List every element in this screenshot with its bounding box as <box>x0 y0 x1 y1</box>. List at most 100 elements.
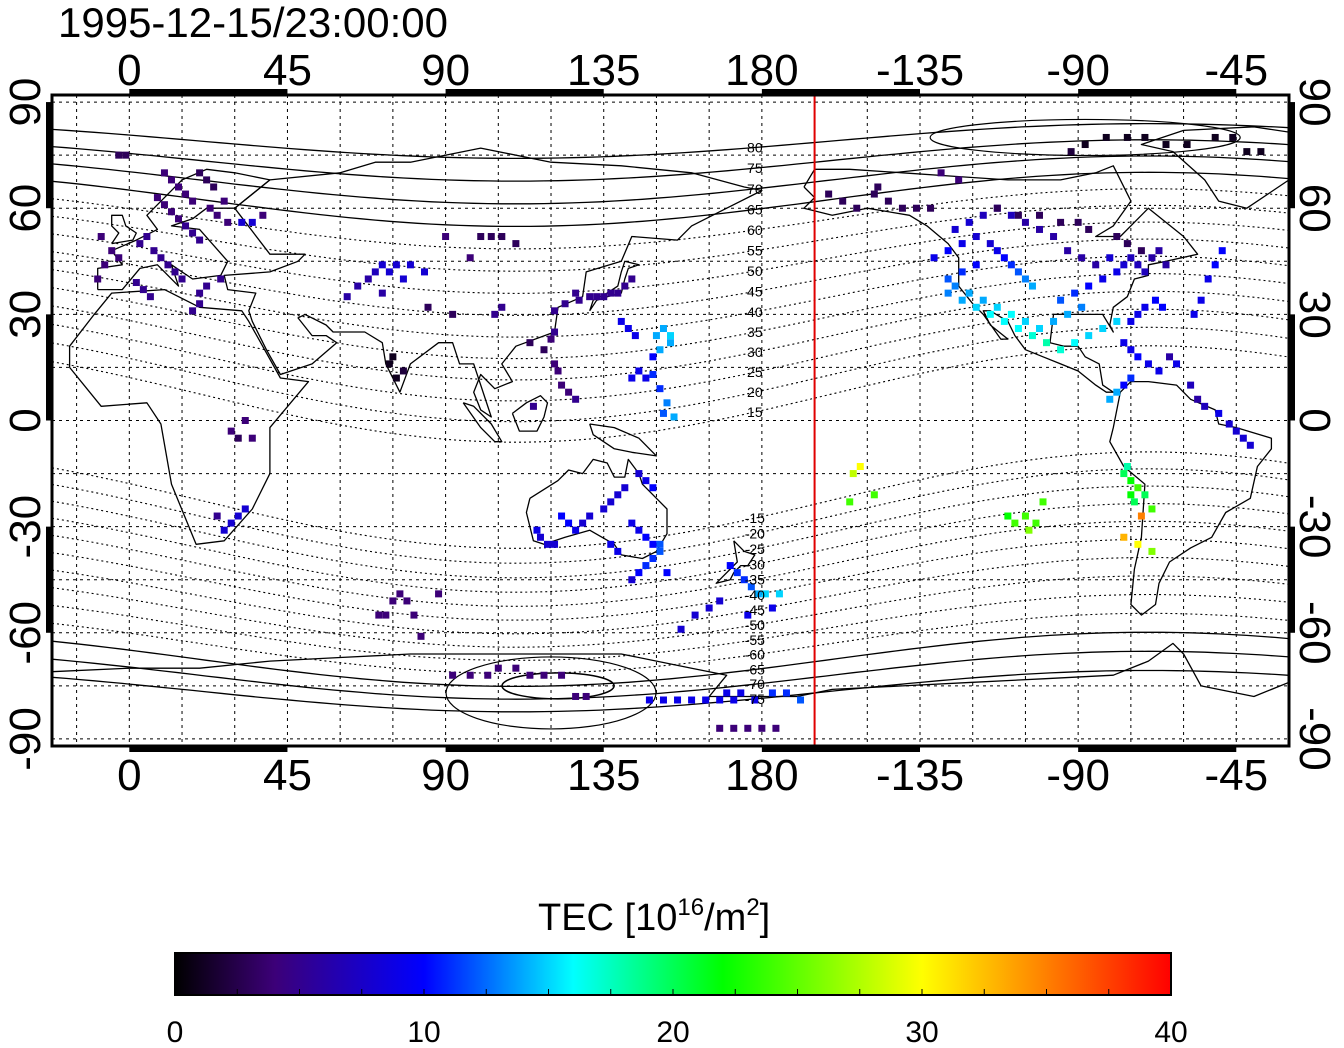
magnetic-latitude-label: 25 <box>747 364 763 380</box>
tec-point <box>1243 148 1251 156</box>
tec-point <box>1144 360 1152 368</box>
tec-point <box>614 491 622 499</box>
magnetic-latitude-label: -60 <box>745 647 765 663</box>
tec-point <box>213 211 221 219</box>
tec-point <box>1127 254 1135 262</box>
magnetic-latitude-label: 55 <box>747 243 763 259</box>
magnetic-latitude-label: 30 <box>747 344 763 360</box>
tec-point <box>744 724 752 732</box>
tec-point <box>768 689 776 697</box>
tec-point <box>220 197 228 205</box>
tec-point <box>642 533 650 541</box>
lat-tick-label-left: 30 <box>1 290 50 339</box>
tec-point <box>751 696 759 704</box>
tec-point <box>182 222 190 230</box>
colorbar-title-part: TEC [10 <box>538 897 677 939</box>
edge-bar-top <box>445 89 604 95</box>
tec-point <box>972 261 980 269</box>
tec-point <box>136 240 144 248</box>
north-magnetic-pole-contour <box>929 118 1241 157</box>
tec-point <box>635 470 643 478</box>
lat-tick-label-right: 30 <box>1290 290 1339 339</box>
lon-tick-label-top: 90 <box>421 46 470 95</box>
tec-point <box>536 533 544 541</box>
lon-tick-label-bottom: -135 <box>876 751 964 800</box>
tec-point <box>1141 268 1149 276</box>
tec-point <box>1120 470 1128 478</box>
tec-point <box>1134 310 1142 318</box>
magnetic-latitude-label: 50 <box>747 263 763 279</box>
tec-point <box>343 293 351 301</box>
tec-point <box>160 201 168 209</box>
tec-point <box>775 590 783 598</box>
tec-point <box>227 427 235 435</box>
lat-tick-label-left: 0 <box>1 408 50 432</box>
magnetic-latitude-label: 75 <box>747 160 763 176</box>
tec-point <box>484 671 492 679</box>
tec-point <box>175 215 183 223</box>
tec-point <box>772 724 780 732</box>
tec-point <box>189 197 197 205</box>
tec-point <box>544 540 552 548</box>
tec-point <box>1134 261 1142 269</box>
magnetic-latitude-contour <box>52 485 1289 579</box>
lat-tick-label-right: -90 <box>1290 707 1339 771</box>
tec-point <box>512 240 520 248</box>
magnetic-latitude-label: 45 <box>747 283 763 299</box>
edge-bar-bottom <box>761 746 921 752</box>
tec-point <box>642 374 650 382</box>
magnetic-latitude-contour <box>52 556 1289 635</box>
tec-point <box>955 176 963 184</box>
tec-point <box>498 233 506 241</box>
tec-point <box>649 484 657 492</box>
edge-bar-bottom <box>1078 746 1237 752</box>
tec-point <box>958 296 966 304</box>
tec-point <box>1092 261 1100 269</box>
tec-point <box>607 289 615 297</box>
tec-point <box>115 254 123 262</box>
tec-point <box>540 671 548 679</box>
tec-point <box>716 597 724 605</box>
tec-point <box>642 477 650 485</box>
lat-tick-label-left: -60 <box>1 601 50 665</box>
tec-point <box>526 671 534 679</box>
tec-point <box>115 151 123 159</box>
colorbar-title-part: /m <box>704 897 746 939</box>
tec-point <box>533 526 541 534</box>
tec-point <box>1229 133 1237 141</box>
tec-point <box>628 374 636 382</box>
tec-point <box>986 310 994 318</box>
tec-point <box>1218 247 1226 255</box>
tec-point <box>558 671 566 679</box>
magnetic-latitude-label: -25 <box>745 541 765 557</box>
tec-point <box>171 268 179 276</box>
magnetic-latitude-label: -35 <box>745 572 765 588</box>
lat-tick-label-right: -60 <box>1290 601 1339 665</box>
tec-point <box>1162 141 1170 149</box>
tec-point <box>670 413 678 421</box>
tec-point <box>1004 512 1012 520</box>
magnetic-latitude-label: -50 <box>745 617 765 633</box>
lon-tick-label-bottom: 90 <box>421 751 470 800</box>
lat-tick-label-left: 60 <box>1 184 50 233</box>
tec-point <box>607 498 615 506</box>
tec-point <box>645 696 653 704</box>
tec-point <box>1197 296 1205 304</box>
tec-point <box>716 724 724 732</box>
tec-point <box>754 590 762 598</box>
magnetic-latitude-label: 65 <box>747 202 763 218</box>
coastline-antarctica <box>52 642 1289 698</box>
tec-point <box>1190 310 1198 318</box>
tec-point <box>466 671 474 679</box>
tec-point <box>403 597 411 605</box>
tec-point <box>494 664 502 672</box>
tec-point <box>385 360 393 368</box>
tec-point <box>846 498 854 506</box>
magnetic-latitude-contour <box>52 612 1289 675</box>
tec-point <box>716 696 724 704</box>
tec-point <box>551 307 559 315</box>
tec-point <box>466 254 474 262</box>
tec-point <box>196 300 204 308</box>
tec-point <box>927 204 935 212</box>
